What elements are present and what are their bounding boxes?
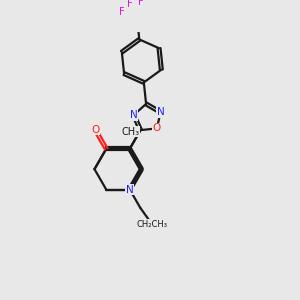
Text: O: O: [153, 123, 161, 134]
Text: CH₂CH₃: CH₂CH₃: [136, 220, 167, 229]
Text: N: N: [130, 110, 138, 120]
Text: F: F: [138, 0, 144, 8]
Text: F: F: [119, 7, 125, 17]
Text: N: N: [157, 107, 164, 117]
Text: N: N: [126, 184, 134, 194]
Text: CH₃: CH₃: [122, 127, 140, 136]
Text: O: O: [91, 124, 99, 134]
Text: F: F: [127, 0, 133, 9]
